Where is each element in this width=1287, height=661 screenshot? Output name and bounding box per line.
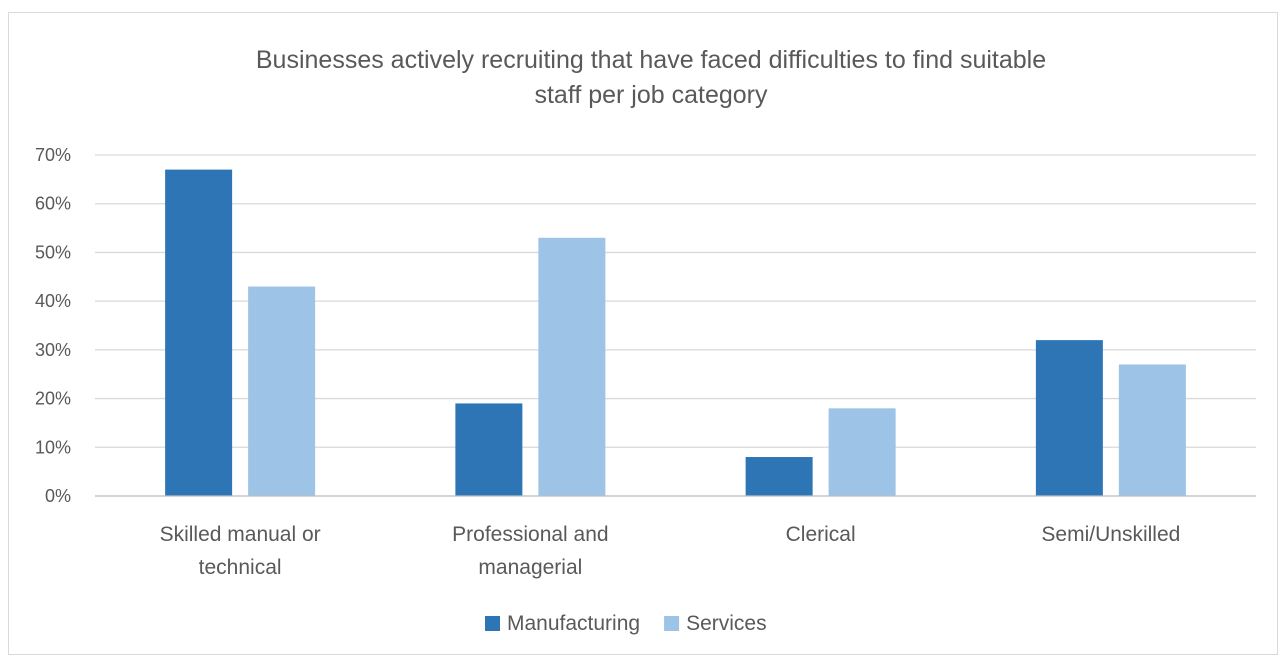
bar-manufacturing-4 — [1035, 340, 1103, 496]
y-tick-label: 70% — [35, 145, 71, 165]
x-category-label: managerial — [478, 556, 582, 579]
bars — [165, 169, 1186, 497]
bar-manufacturing-1 — [165, 169, 233, 496]
x-category-label: Clerical — [786, 523, 856, 546]
bar-services-2 — [538, 237, 606, 497]
legend-swatch-services — [664, 616, 680, 631]
bar-services-4 — [1118, 364, 1186, 496]
legend: Manufacturing Services — [485, 612, 767, 635]
chart-frame: Businesses actively recruiting that have… — [8, 12, 1278, 655]
y-axis: 0% 10% 20% 30% 40% 50% 60% 70% — [35, 145, 71, 506]
legend-label-manufacturing: Manufacturing — [507, 612, 640, 635]
x-category-label: technical — [199, 556, 282, 579]
bar-services-1 — [248, 286, 316, 496]
bar-manufacturing-3 — [745, 457, 813, 496]
y-tick-label: 30% — [35, 340, 71, 360]
chart-title-line-1: Businesses actively recruiting that have… — [256, 46, 1046, 74]
chart-title-line-2: staff per job category — [534, 81, 768, 109]
legend-label-services: Services — [686, 612, 767, 635]
x-category-label: Skilled manual or — [160, 523, 321, 546]
bar-services-3 — [828, 408, 896, 496]
chart-title: Businesses actively recruiting that have… — [256, 46, 1046, 109]
y-tick-label: 0% — [45, 486, 71, 506]
y-tick-label: 40% — [35, 291, 71, 311]
legend-swatch-manufacturing — [485, 616, 500, 631]
x-category-label: Semi/Unskilled — [1041, 523, 1180, 546]
y-tick-label: 60% — [35, 194, 71, 214]
x-axis: Skilled manual or technical Professional a… — [95, 495, 1256, 579]
y-tick-label: 20% — [35, 389, 71, 409]
bar-chart: Businesses actively recruiting that have… — [35, 46, 1256, 635]
bar-manufacturing-2 — [455, 403, 523, 496]
y-tick-label: 10% — [35, 437, 71, 457]
x-category-label: Professional and — [452, 523, 608, 546]
y-tick-label: 50% — [35, 242, 71, 262]
